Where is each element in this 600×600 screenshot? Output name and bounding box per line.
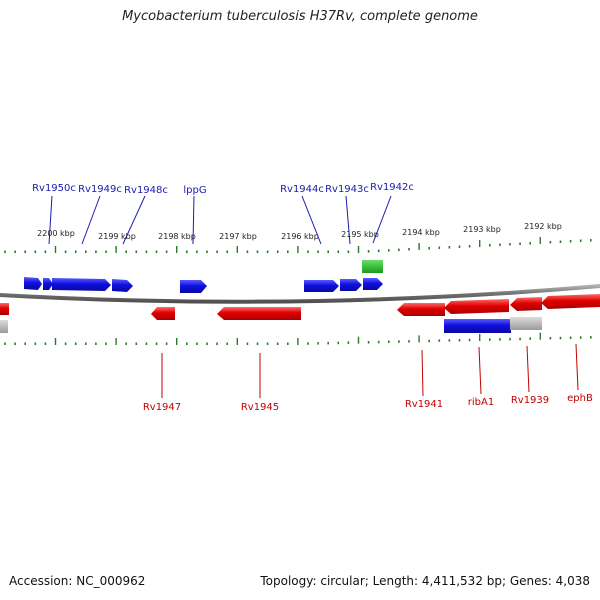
genome-backbone (0, 284, 600, 304)
ruler-label: 2199 kbp (98, 232, 136, 241)
gene-label-rv1942c[interactable]: Rv1942c (370, 182, 414, 193)
gene-label-ephb[interactable]: ephB (567, 393, 593, 404)
gene-label-rv1941[interactable]: Rv1941 (405, 399, 443, 410)
secondary-feature-band (0, 317, 542, 333)
gene-label-rv1943c[interactable]: Rv1943c (325, 184, 369, 195)
leader-line (301, 195, 322, 245)
gene-arrow-lppg[interactable] (180, 280, 207, 293)
ruler-label: 2197 kbp (219, 232, 257, 241)
gene-label-rv1948c[interactable]: Rv1948c (124, 185, 168, 196)
gene-arrow-rv1941[interactable] (397, 303, 445, 316)
gene-label-riba1[interactable]: ribA1 (468, 397, 494, 408)
bottom-leader-lines (161, 343, 579, 398)
ruler-label: 2200 kbp (37, 229, 75, 238)
gene-label-rv1945[interactable]: Rv1945 (241, 402, 279, 413)
gene-arrow-riba1[interactable] (444, 299, 509, 314)
ruler-labels: 2200 kbp 2199 kbp 2198 kbp 2197 kbp 2196… (37, 222, 562, 241)
ruler-label: 2195 kbp (341, 230, 379, 239)
leader-line (421, 349, 424, 397)
ruler-ticks-bottom (4, 332, 592, 345)
leader-line (478, 346, 482, 395)
ruler-label: 2192 kbp (524, 222, 562, 231)
gene-arrow-ephb[interactable] (541, 294, 600, 309)
leader-line (122, 195, 146, 245)
ruler-label: 2193 kbp (463, 225, 501, 234)
gene-arrow-rv1942c[interactable] (363, 278, 383, 290)
gene-arrow-left-edge[interactable] (0, 303, 9, 315)
gene-arrow-rv1950c[interactable] (24, 277, 42, 290)
top-leader-lines (48, 195, 392, 245)
gene-label-rv1947[interactable]: Rv1947 (143, 402, 181, 413)
other-feature-block[interactable] (510, 317, 542, 330)
gene-arrow-rv1944c[interactable] (304, 280, 339, 292)
leader-line (192, 195, 195, 245)
gene-block-blue[interactable] (444, 319, 511, 333)
other-feature-block[interactable] (0, 320, 8, 333)
accession-text: Accession: NC_000962 (9, 574, 146, 588)
gene-label-rv1944c[interactable]: Rv1944c (280, 184, 324, 195)
rna-gene-block[interactable] (362, 260, 383, 273)
ruler-label: 2196 kbp (281, 232, 319, 241)
gene-arrow-rv1943c[interactable] (340, 279, 362, 291)
leader-line (526, 345, 530, 393)
leader-line (48, 195, 53, 245)
gene-arrow-rv1947[interactable] (151, 307, 175, 320)
ruler-ticks-top (4, 237, 592, 253)
genome-summary-text: Topology: circular; Length: 4,411,532 bp… (260, 574, 590, 588)
ruler-label: 2194 kbp (402, 228, 440, 237)
leader-line (345, 195, 351, 245)
gene-label-rv1939[interactable]: Rv1939 (511, 395, 549, 406)
ruler-label: 2198 kbp (158, 232, 196, 241)
gene-arrow-rv1945[interactable] (217, 307, 301, 320)
top-gene-labels: Rv1950c Rv1949c Rv1948c lppG Rv1944c Rv1… (32, 182, 414, 196)
leader-line (372, 195, 392, 244)
leader-line (575, 343, 579, 391)
bottom-gene-labels: Rv1947 Rv1945 Rv1941 ribA1 Rv1939 ephB (143, 393, 593, 413)
reverse-strand-genes (24, 277, 383, 293)
gene-label-rv1949c[interactable]: Rv1949c (78, 184, 122, 195)
map-title: Mycobacterium tuberculosis H37Rv, comple… (122, 9, 478, 24)
gene-label-rv1950c[interactable]: Rv1950c (32, 183, 76, 194)
gene-arrow-rv1948c[interactable] (112, 279, 133, 292)
gene-arrow-rv1949c[interactable] (43, 278, 53, 290)
gene-label-lppg[interactable]: lppG (183, 185, 206, 196)
gene-arrow-rv1949c[interactable] (52, 278, 111, 291)
forward-strand-genes (0, 294, 600, 320)
gene-arrow-rv1939[interactable] (510, 297, 542, 311)
leader-line (81, 195, 101, 245)
